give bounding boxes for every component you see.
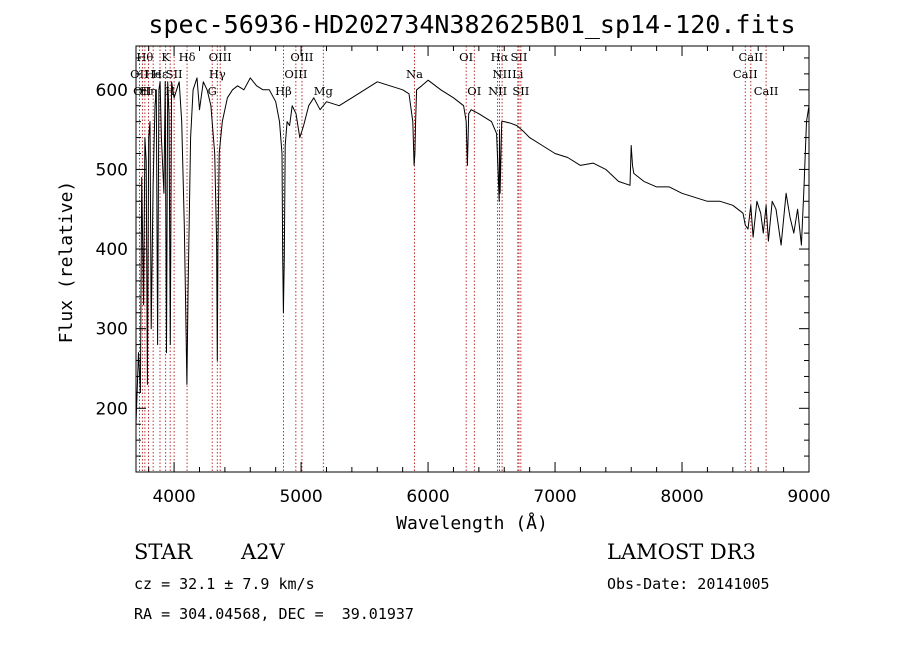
- marker-label-15: OIII: [290, 50, 313, 64]
- x-axis-label: Wavelength (Å): [396, 512, 548, 534]
- y-tick-label-3: 500: [96, 160, 128, 180]
- marker-label-17: Na: [406, 67, 423, 81]
- x-tick-label-0: 4000: [152, 487, 195, 507]
- marker-label-26: CaII: [733, 67, 758, 81]
- x-tick-label-2: 6000: [406, 487, 449, 507]
- redshift-cz: cz = 32.1 ± 7.9 km/s: [134, 575, 315, 593]
- x-axis: 4000 5000 6000 7000 8000 9000: [148, 46, 831, 507]
- marker-label-20: NII: [488, 84, 507, 98]
- line-markers: OIIOIIHθHηHeHεKHSIIHδGHγOIIIHβOIIIOIIIMg…: [130, 46, 778, 472]
- marker-label-12: OIII: [209, 50, 232, 64]
- marker-label-5: Hε: [152, 67, 168, 81]
- x-tick-label-5: 9000: [787, 487, 830, 507]
- marker-label-6: K: [161, 50, 170, 64]
- marker-label-19: OI: [467, 84, 481, 98]
- marker-label-23: SII: [510, 50, 527, 64]
- chart-title: spec-56936-HD202734N382625B01_sp14-120.f…: [148, 10, 795, 39]
- survey-name: LAMOST DR3: [607, 540, 756, 564]
- marker-label-14: OIII: [284, 67, 307, 81]
- plot-frame: [135, 45, 810, 473]
- marker-label-18: OI: [459, 50, 473, 64]
- marker-label-7: H: [165, 84, 175, 98]
- marker-label-11: Hγ: [209, 67, 226, 81]
- marker-label-13: Hβ: [275, 84, 292, 98]
- obs-date: Obs-Date: 20141005: [607, 575, 770, 593]
- spectrum-line-0: [135, 77, 810, 425]
- marker-label-27: CaII: [738, 50, 763, 64]
- y-tick-label-0: 200: [96, 399, 128, 419]
- subclass: A2V: [241, 540, 285, 564]
- x-tick-label-4: 8000: [660, 487, 703, 507]
- y-axis-label: Flux (relative): [56, 181, 77, 344]
- marker-label-2: Hθ: [136, 50, 153, 64]
- marker-label-1: OII: [133, 84, 152, 98]
- marker-label-4: He: [145, 67, 162, 81]
- marker-label-3: Hη: [140, 84, 157, 98]
- marker-label-8: SII: [166, 67, 183, 81]
- object-class: STAR: [134, 540, 193, 564]
- y-axis: 200 300 400 500 600: [96, 57, 809, 457]
- marker-label-25: SII: [512, 84, 529, 98]
- marker-label-24: Li: [512, 67, 524, 81]
- y-tick-label-2: 400: [96, 240, 128, 260]
- y-tick-label-1: 300: [96, 320, 128, 340]
- y-tick-label-4: 600: [96, 81, 128, 101]
- coordinates: RA = 304.04568, DEC = 39.01937: [134, 605, 414, 623]
- x-tick-label-1: 5000: [279, 487, 322, 507]
- x-tick-label-3: 7000: [533, 487, 576, 507]
- marker-label-22: NII: [493, 67, 512, 81]
- marker-label-16: Mg: [314, 84, 334, 98]
- marker-label-28: CaII: [754, 84, 779, 98]
- marker-label-21: Hα: [491, 50, 509, 64]
- marker-label-10: G: [208, 84, 217, 98]
- series-group: [135, 77, 810, 425]
- marker-label-9: Hδ: [179, 50, 196, 64]
